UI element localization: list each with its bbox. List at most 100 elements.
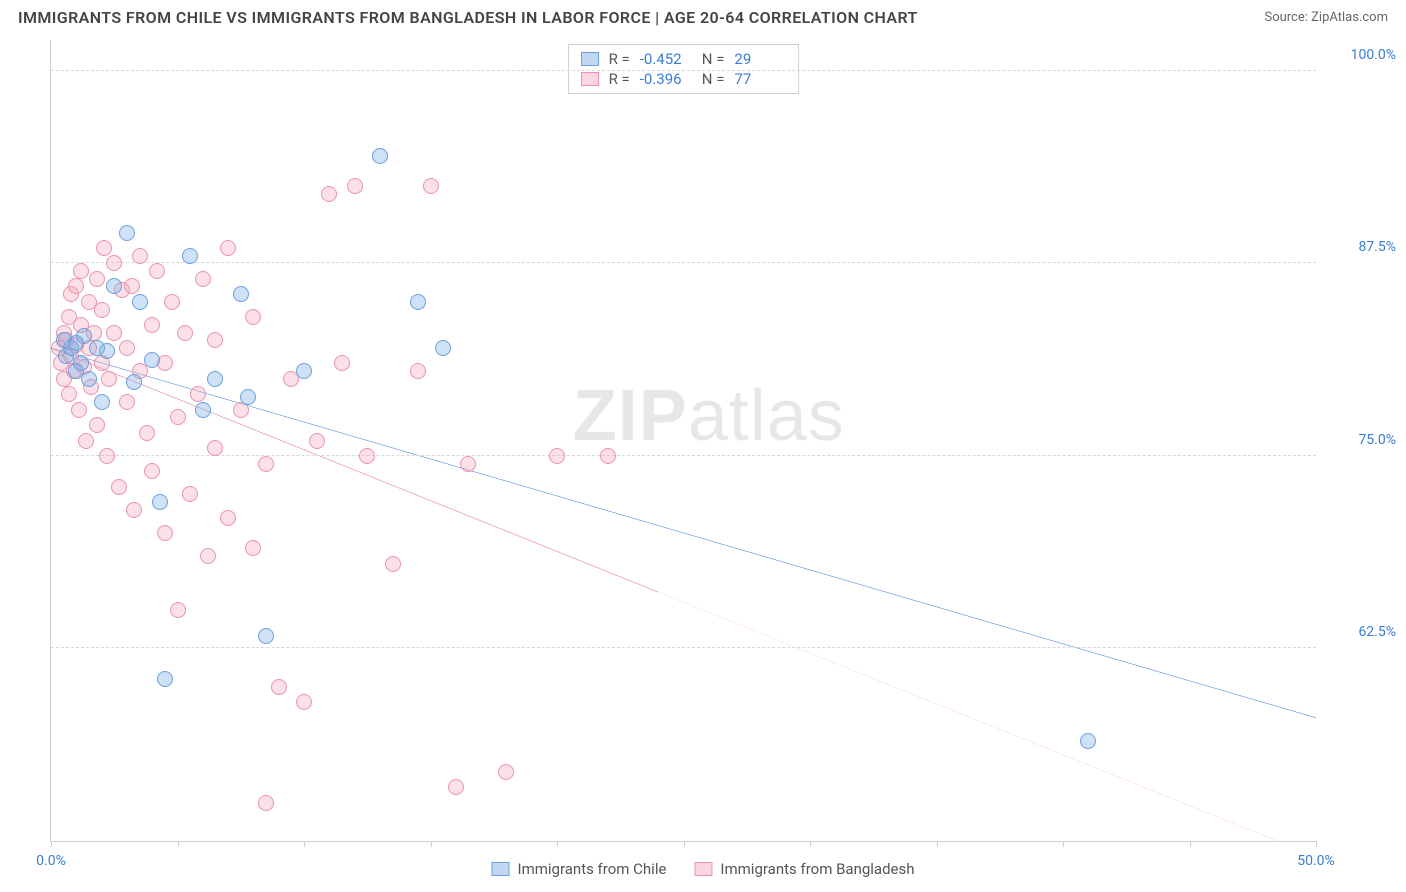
x-tick [684, 841, 685, 847]
x-tick [51, 841, 52, 847]
data-point-bangladesh [96, 240, 112, 256]
n-label: N = [702, 70, 725, 88]
data-point-chile [240, 389, 256, 405]
data-point-bangladesh [220, 240, 236, 256]
r-label: R = [609, 70, 630, 88]
data-point-bangladesh [600, 448, 616, 464]
data-point-bangladesh [89, 271, 105, 287]
data-point-bangladesh [149, 263, 165, 279]
data-point-chile [1080, 733, 1096, 749]
data-point-bangladesh [460, 456, 476, 472]
data-point-chile [182, 248, 198, 264]
data-point-chile [132, 294, 148, 310]
data-point-chile [372, 148, 388, 164]
data-point-chile [258, 628, 274, 644]
n-label: N = [702, 50, 725, 68]
data-point-bangladesh [410, 363, 426, 379]
data-point-chile [296, 363, 312, 379]
bangladesh-n-value: 77 [734, 70, 786, 88]
trend-lines [51, 40, 1316, 841]
data-point-bangladesh [321, 186, 337, 202]
data-point-chile [119, 225, 135, 241]
data-point-chile [73, 355, 89, 371]
x-tick [1063, 841, 1064, 847]
data-point-bangladesh [157, 525, 173, 541]
data-point-bangladesh [423, 178, 439, 194]
source-label: Source: ZipAtlas.com [1264, 10, 1388, 25]
data-point-bangladesh [78, 433, 94, 449]
gridline [51, 647, 1316, 648]
data-point-bangladesh [359, 448, 375, 464]
legend-swatch-chile [581, 52, 599, 66]
y-tick-label: 87.5% [1326, 239, 1396, 255]
data-point-bangladesh [144, 317, 160, 333]
data-point-bangladesh [296, 694, 312, 710]
x-tick [178, 841, 179, 847]
data-point-chile [410, 294, 426, 310]
legend-label-bangladesh: Immigrants from Bangladesh [720, 860, 914, 878]
data-point-chile [435, 340, 451, 356]
data-point-bangladesh [549, 448, 565, 464]
data-point-bangladesh [258, 456, 274, 472]
r-label: R = [609, 50, 630, 68]
data-point-chile [207, 371, 223, 387]
legend-swatch-bangladesh [581, 72, 599, 86]
data-point-bangladesh [200, 548, 216, 564]
data-point-bangladesh [190, 386, 206, 402]
legend-series: Immigrants from Chile Immigrants from Ba… [492, 860, 915, 878]
x-tick [810, 841, 811, 847]
data-point-bangladesh [106, 255, 122, 271]
chile-n-value: 29 [734, 50, 786, 68]
data-point-bangladesh [68, 278, 84, 294]
data-point-bangladesh [126, 502, 142, 518]
legend-swatch-chile [492, 862, 510, 876]
data-point-chile [106, 278, 122, 294]
data-point-chile [152, 494, 168, 510]
data-point-bangladesh [195, 271, 211, 287]
data-point-chile [233, 286, 249, 302]
data-point-bangladesh [132, 248, 148, 264]
gridline [51, 262, 1316, 263]
data-point-bangladesh [182, 486, 198, 502]
data-point-bangladesh [498, 764, 514, 780]
data-point-bangladesh [220, 510, 236, 526]
y-tick-label: 75.0% [1326, 432, 1396, 448]
data-point-bangladesh [309, 433, 325, 449]
data-point-chile [99, 343, 115, 359]
data-point-bangladesh [271, 679, 287, 695]
x-tick [937, 841, 938, 847]
data-point-bangladesh [119, 340, 135, 356]
y-tick-label: 62.5% [1326, 624, 1396, 640]
data-point-chile [94, 394, 110, 410]
x-tick-label: 0.0% [36, 853, 66, 869]
data-point-bangladesh [448, 779, 464, 795]
data-point-bangladesh [347, 178, 363, 194]
x-tick [431, 841, 432, 847]
x-tick [1316, 841, 1317, 847]
data-point-chile [157, 671, 173, 687]
data-point-bangladesh [207, 440, 223, 456]
x-tick [304, 841, 305, 847]
data-point-bangladesh [111, 479, 127, 495]
data-point-bangladesh [101, 371, 117, 387]
data-point-bangladesh [124, 278, 140, 294]
data-point-bangladesh [89, 417, 105, 433]
data-point-bangladesh [245, 309, 261, 325]
legend-swatch-bangladesh [694, 862, 712, 876]
gridline [51, 70, 1316, 71]
data-point-bangladesh [119, 394, 135, 410]
chile-r-value: -0.452 [640, 50, 692, 68]
data-point-bangladesh [334, 355, 350, 371]
data-point-bangladesh [164, 294, 180, 310]
data-point-bangladesh [245, 540, 261, 556]
data-point-bangladesh [61, 386, 77, 402]
data-point-bangladesh [106, 325, 122, 341]
data-point-bangladesh [177, 325, 193, 341]
y-tick-label: 100.0% [1326, 47, 1396, 63]
x-tick [1190, 841, 1191, 847]
legend-label-chile: Immigrants from Chile [518, 860, 667, 878]
watermark: ZIPatlas [573, 375, 845, 457]
data-point-bangladesh [139, 425, 155, 441]
data-point-bangladesh [170, 602, 186, 618]
x-tick [557, 841, 558, 847]
